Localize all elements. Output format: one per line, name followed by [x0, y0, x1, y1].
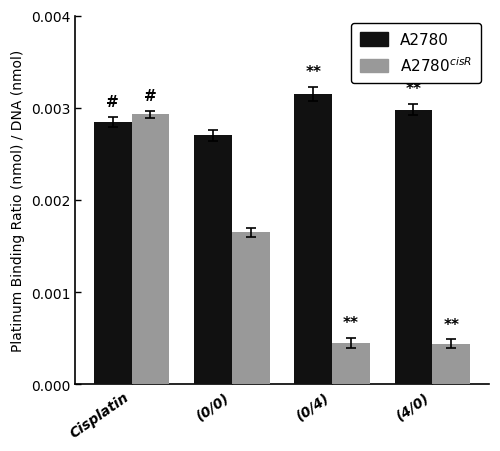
- Legend: A2780, A2780$^{cisR}$: A2780, A2780$^{cisR}$: [351, 24, 481, 84]
- Bar: [132, 115, 170, 385]
- Bar: [332, 343, 370, 385]
- Text: **: **: [406, 82, 421, 97]
- Bar: [232, 233, 270, 385]
- Bar: [394, 110, 432, 385]
- Bar: [94, 122, 132, 385]
- Text: #: #: [144, 88, 157, 103]
- Bar: [194, 136, 232, 385]
- Bar: [432, 344, 470, 385]
- Bar: [294, 95, 332, 385]
- Y-axis label: Platinum Binding Ratio (nmol) / DNA (nmol): Platinum Binding Ratio (nmol) / DNA (nmo…: [11, 50, 25, 351]
- Text: **: **: [305, 65, 321, 80]
- Text: **: **: [443, 317, 459, 332]
- Text: **: **: [343, 315, 359, 330]
- Text: #: #: [106, 95, 119, 110]
